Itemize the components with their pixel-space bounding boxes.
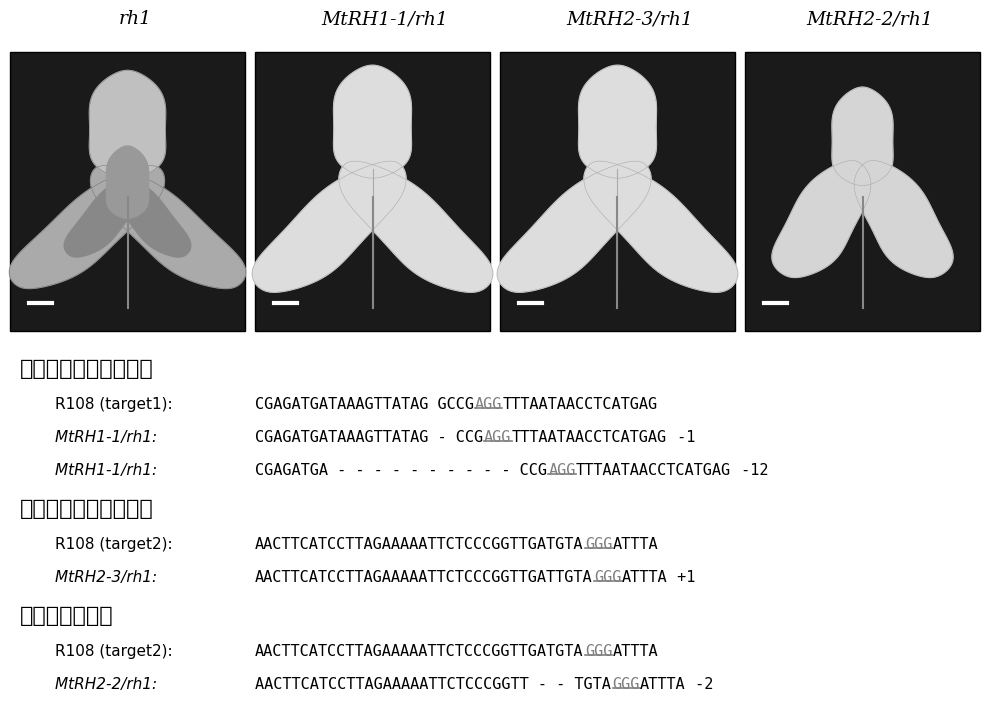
Polygon shape (497, 161, 651, 292)
Text: MtRH2-2/rh1:: MtRH2-2/rh1: (55, 676, 162, 692)
Text: AACTTCATCCTTAGAAAAATTCTCCCGGTTGATGTA: AACTTCATCCTTAGAAAAATTCTCCCGGTTGATGTA (255, 644, 584, 659)
Text: -2: -2 (686, 676, 713, 692)
Text: ATTTA: ATTTA (622, 570, 667, 584)
Polygon shape (108, 173, 191, 257)
Text: AGG: AGG (484, 430, 512, 445)
Text: +1: +1 (668, 570, 695, 584)
Polygon shape (64, 173, 147, 257)
Text: AACTTCATCCTTAGAAAAATTCTCCCGGTT - - TGTA: AACTTCATCCTTAGAAAAATTCTCCCGGTT - - TGTA (255, 676, 611, 692)
Text: GGG: GGG (585, 537, 612, 552)
Polygon shape (339, 161, 493, 292)
Text: CGAGATGATAAAGTTATAG GCCG: CGAGATGATAAAGTTATAG GCCG (255, 397, 474, 412)
Polygon shape (334, 65, 411, 178)
Text: CGAGATGATAAAGTTATAG - CCG: CGAGATGATAAAGTTATAG - CCG (255, 430, 483, 445)
Text: MtRH2-3/rh1:: MtRH2-3/rh1: (55, 570, 162, 584)
Text: GGG: GGG (594, 570, 622, 584)
Polygon shape (252, 161, 406, 292)
Text: ATTTA: ATTTA (640, 676, 686, 692)
Polygon shape (89, 70, 166, 179)
FancyBboxPatch shape (500, 52, 735, 331)
Text: 绍合双等位敲除突变体: 绍合双等位敲除突变体 (20, 360, 154, 379)
Text: 杂合敲除突变体: 杂合敲除突变体 (20, 606, 114, 626)
Text: rh1: rh1 (119, 10, 152, 28)
Polygon shape (832, 87, 893, 186)
Text: MtRH2-2/rh1: MtRH2-2/rh1 (807, 10, 933, 28)
Text: ATTTA: ATTTA (612, 537, 658, 552)
Text: AACTTCATCCTTAGAAAAATTCTCCCGGTTGATTGTA: AACTTCATCCTTAGAAAAATTCTCCCGGTTGATTGTA (255, 570, 593, 584)
Polygon shape (91, 166, 246, 289)
Polygon shape (579, 65, 656, 178)
Text: MtRH2-3/rh1: MtRH2-3/rh1 (567, 10, 693, 28)
Text: TTTAATAACCTCATGAG: TTTAATAACCTCATGAG (576, 463, 731, 478)
Polygon shape (772, 160, 871, 278)
Text: GGG: GGG (585, 644, 612, 659)
FancyBboxPatch shape (10, 52, 245, 331)
Text: 绍合单等位敲除突变体: 绍合单等位敲除突变体 (20, 500, 154, 519)
Text: R108 (target2):: R108 (target2): (55, 537, 178, 552)
Text: TTTAATAACCTCATGAG: TTTAATAACCTCATGAG (502, 397, 658, 412)
Text: AACTTCATCCTTAGAAAAATTCTCCCGGTTGATGTA: AACTTCATCCTTAGAAAAATTCTCCCGGTTGATGTA (255, 537, 584, 552)
Text: R108 (target2):: R108 (target2): (55, 644, 178, 659)
Text: GGG: GGG (612, 676, 640, 692)
Text: TTTAATAACCTCATGAG: TTTAATAACCTCATGAG (512, 430, 667, 445)
Polygon shape (9, 166, 164, 289)
Text: MtRH1-1/rh1:: MtRH1-1/rh1: (55, 463, 162, 478)
FancyBboxPatch shape (255, 52, 490, 331)
FancyBboxPatch shape (745, 52, 980, 331)
Text: -12: -12 (732, 463, 768, 478)
Text: MtRH1-1/rh1: MtRH1-1/rh1 (322, 10, 448, 28)
Polygon shape (106, 146, 149, 218)
Polygon shape (584, 161, 738, 292)
Polygon shape (854, 160, 953, 278)
Text: AGG: AGG (548, 463, 576, 478)
Text: AGG: AGG (475, 397, 502, 412)
Text: ATTTA: ATTTA (612, 644, 658, 659)
Text: R108 (target1):: R108 (target1): (55, 397, 178, 412)
Text: MtRH1-1/rh1:: MtRH1-1/rh1: (55, 430, 162, 445)
Text: CGAGATGA - - - - - - - - - - CCG: CGAGATGA - - - - - - - - - - CCG (255, 463, 547, 478)
Text: -1: -1 (668, 430, 695, 445)
